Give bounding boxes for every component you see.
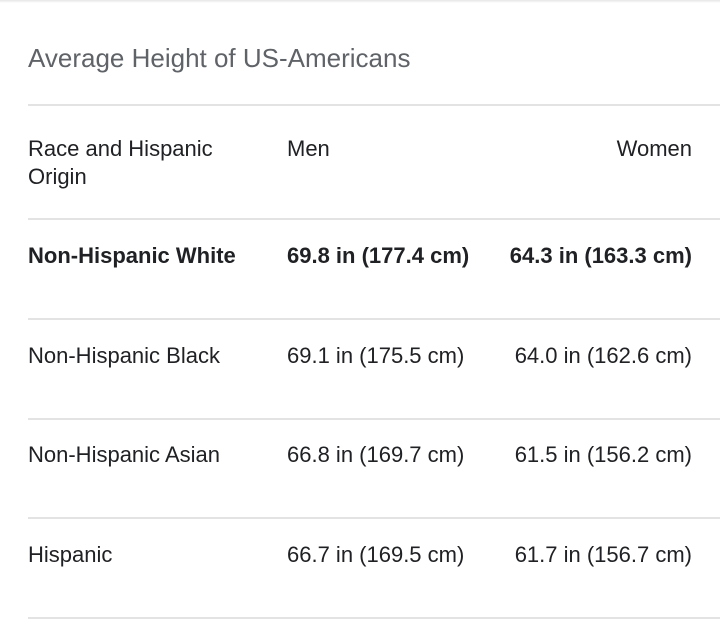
cell-men: 66.8 in (169.7 cm) (287, 442, 465, 467)
header-race: Race and Hispanic Origin (28, 136, 213, 189)
cell-race: Non-Hispanic White (28, 243, 236, 268)
header-men: Men (287, 136, 330, 161)
table-title: Average Height of US-Americans (28, 43, 411, 73)
header-top-divider (28, 104, 720, 106)
header-women: Women (616, 136, 692, 161)
row-divider (28, 517, 720, 519)
cell-men: 69.8 in (177.4 cm) (287, 243, 470, 268)
cell-women: 61.5 in (156.2 cm) (514, 442, 692, 467)
row-divider (28, 318, 720, 320)
cell-women: 64.0 in (162.6 cm) (514, 343, 692, 368)
cell-men: 66.7 in (169.5 cm) (287, 542, 465, 567)
cell-race: Non-Hispanic Asian (28, 442, 220, 467)
row-divider (28, 218, 720, 220)
cell-men: 69.1 in (175.5 cm) (287, 343, 465, 368)
cell-race: Non-Hispanic Black (28, 343, 220, 368)
cell-women: 64.3 in (163.3 cm) (509, 243, 692, 268)
row-divider (28, 418, 720, 420)
row-divider (28, 617, 720, 619)
cell-women: 61.7 in (156.7 cm) (514, 542, 692, 567)
top-shadow (0, 0, 720, 3)
cell-race: Hispanic (28, 542, 113, 567)
